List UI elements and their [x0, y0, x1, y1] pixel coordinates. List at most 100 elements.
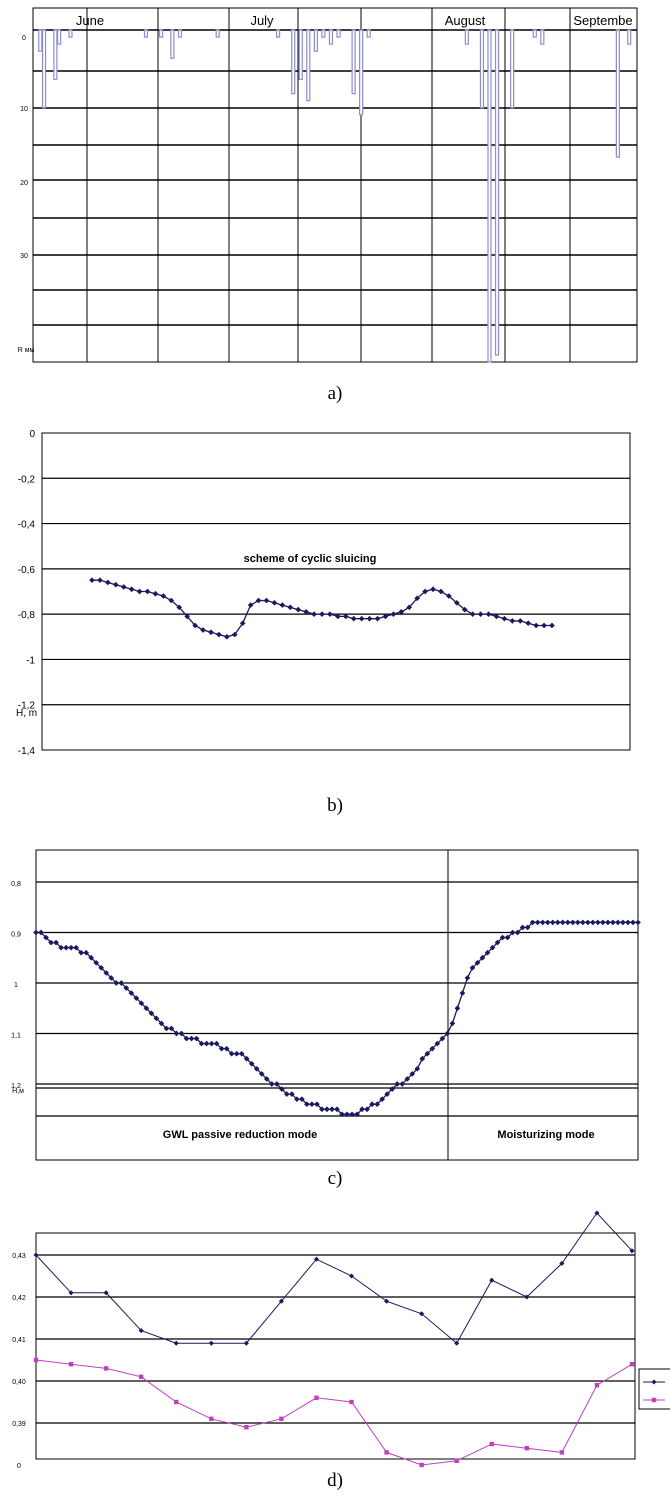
data-point — [133, 995, 140, 1001]
chart-b-water-level: 0 -0,2 -0,4 -0,6 -0,8 -1 -1,2 -1,4 H, m scheme of… — [16, 429, 631, 757]
y-tick-label: 0,42 — [12, 1295, 26, 1302]
data-point — [153, 1015, 160, 1022]
y-tick-label: 1 — [14, 982, 18, 989]
rain-bar — [532, 29, 537, 38]
y-tick-label: 10 — [20, 106, 28, 113]
data-point — [284, 1091, 290, 1097]
y-axis-label: R мм — [18, 347, 35, 354]
y-tick-label: 20 — [20, 180, 28, 187]
data-point — [103, 1366, 109, 1371]
plot-frame — [41, 432, 631, 751]
data-point — [208, 1340, 214, 1346]
data-point — [299, 1096, 305, 1102]
data-point — [289, 1091, 295, 1097]
data-point — [152, 590, 159, 597]
data-point — [213, 1040, 220, 1047]
y-tick-label: 0,41 — [12, 1337, 26, 1344]
y-tick-label: 0,43 — [12, 1253, 26, 1260]
y-axis-label: H,м — [12, 1088, 24, 1095]
rain-bar — [313, 29, 318, 52]
month-label: Septembe — [573, 13, 632, 28]
data-point — [311, 611, 317, 617]
data-point — [144, 588, 151, 595]
data-point — [128, 586, 135, 593]
rain-bar — [57, 29, 62, 45]
data-point — [517, 618, 524, 624]
data-point — [419, 1311, 425, 1317]
data-point — [595, 919, 601, 926]
data-point — [287, 604, 294, 611]
data-point — [429, 1045, 436, 1052]
data-point — [549, 622, 555, 629]
data-point — [477, 611, 484, 617]
caption-c: c) — [327, 1168, 343, 1189]
data-point — [524, 924, 531, 931]
month-label: July — [250, 13, 274, 28]
data-point — [319, 611, 325, 617]
data-point — [461, 606, 468, 613]
data-point — [534, 919, 541, 926]
series-line — [35, 1359, 633, 1466]
data-point — [349, 1399, 354, 1405]
y-tick-label: 1,2 — [11, 1083, 21, 1090]
data-point — [419, 1462, 424, 1468]
data-point — [136, 588, 143, 595]
data-point — [524, 1446, 530, 1451]
data-point — [469, 965, 476, 971]
rain-bar — [540, 29, 545, 45]
data-point — [539, 919, 546, 926]
data-point — [564, 919, 571, 926]
legend — [638, 1368, 670, 1410]
data-point — [594, 1383, 600, 1388]
data-point — [273, 1081, 280, 1087]
data-point — [590, 919, 596, 926]
data-point — [319, 1106, 325, 1113]
data-point — [244, 1425, 249, 1430]
data-point — [489, 1277, 495, 1283]
data-point — [258, 1071, 265, 1077]
rain-bar — [38, 29, 43, 52]
data-point — [268, 1081, 275, 1087]
data-point — [279, 1416, 284, 1421]
month-label: August — [445, 13, 486, 28]
data-point — [519, 924, 526, 931]
data-point — [174, 1399, 179, 1405]
data-point — [379, 1096, 385, 1102]
data-point — [574, 919, 581, 926]
data-point — [243, 1055, 250, 1062]
data-point — [208, 629, 214, 636]
data-point — [399, 1081, 406, 1087]
data-point — [454, 1005, 461, 1012]
data-point — [454, 1458, 459, 1463]
data-point — [231, 631, 238, 638]
data-point — [33, 1357, 39, 1363]
data-point — [635, 919, 641, 926]
data-point — [68, 1290, 74, 1296]
data-point — [585, 919, 591, 926]
data-point — [422, 588, 428, 595]
data-point — [444, 1030, 451, 1037]
data-point — [559, 919, 566, 926]
annotation-text: GWL passive reduction mode — [163, 1129, 317, 1141]
data-point — [327, 611, 333, 617]
data-point — [394, 1081, 401, 1087]
rain-bar — [170, 29, 175, 59]
chart-c-groundwater-level: 0,8 0,9 1 1,1 1,2H,м GWL passive reduction mo… — [11, 849, 641, 1161]
data-point — [525, 620, 532, 627]
data-point — [605, 919, 611, 926]
rain-bar — [158, 29, 164, 38]
data-point — [409, 1071, 416, 1077]
y-tick-label: -1,4 — [18, 746, 36, 757]
data-point — [334, 1106, 340, 1113]
data-point — [33, 929, 39, 936]
data-point — [579, 919, 586, 926]
data-point — [103, 970, 110, 976]
data-point — [88, 954, 95, 961]
data-point — [314, 1395, 319, 1400]
caption-a: a) — [327, 383, 343, 404]
data-point — [118, 980, 125, 986]
y-tick-label: -1,2 — [18, 701, 36, 712]
data-point — [544, 919, 551, 926]
data-point — [554, 919, 561, 926]
chart-a-rainfall: June July August Septembe 0 10 20 30 R мм — [18, 7, 638, 363]
